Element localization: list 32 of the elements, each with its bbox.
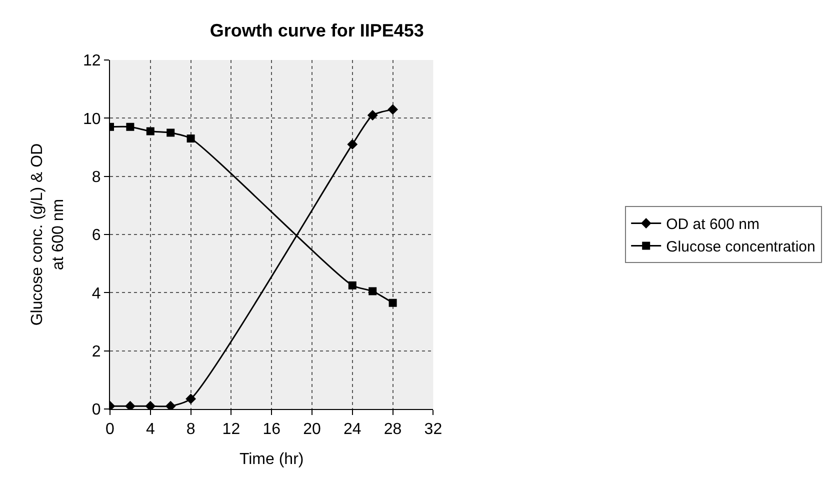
y-tick-label: 10 bbox=[83, 110, 101, 128]
point bbox=[368, 287, 377, 296]
legend-label: OD at 600 nm bbox=[666, 216, 760, 234]
y-tick-label: 2 bbox=[92, 343, 101, 360]
legend-label: Glucose concentration bbox=[666, 238, 816, 256]
point bbox=[126, 122, 134, 131]
point bbox=[347, 139, 358, 150]
y-tick-label: 6 bbox=[92, 227, 101, 244]
x-axis-title: Time (hr) bbox=[239, 450, 304, 468]
y-tick-label: 4 bbox=[92, 285, 101, 302]
point bbox=[348, 281, 356, 290]
x-tick-label: 32 bbox=[424, 421, 442, 438]
point bbox=[186, 394, 196, 404]
y-tick-label: 0 bbox=[92, 402, 101, 419]
x-tick-label: 0 bbox=[106, 421, 115, 438]
x-tick-label: 24 bbox=[344, 421, 362, 438]
x-tick-label: 16 bbox=[262, 421, 281, 438]
point bbox=[367, 110, 378, 120]
x-tick-label: 20 bbox=[303, 421, 321, 438]
chart-title: Growth curve for IIPE453 bbox=[210, 20, 424, 41]
point bbox=[388, 298, 397, 307]
x-tick-label: 12 bbox=[222, 421, 240, 438]
y-axis-title: Glucose conc. (g/L) & OD at 600 nm bbox=[29, 143, 67, 326]
x-tick-label: 8 bbox=[186, 421, 196, 438]
point bbox=[166, 128, 175, 137]
y-tick-label: 12 bbox=[83, 52, 101, 70]
x-tick-label: 28 bbox=[384, 421, 402, 438]
x-tick-label: 4 bbox=[146, 421, 155, 438]
point bbox=[388, 104, 398, 115]
point bbox=[146, 127, 154, 136]
point bbox=[186, 134, 195, 143]
y-tick-label: 8 bbox=[92, 168, 101, 186]
